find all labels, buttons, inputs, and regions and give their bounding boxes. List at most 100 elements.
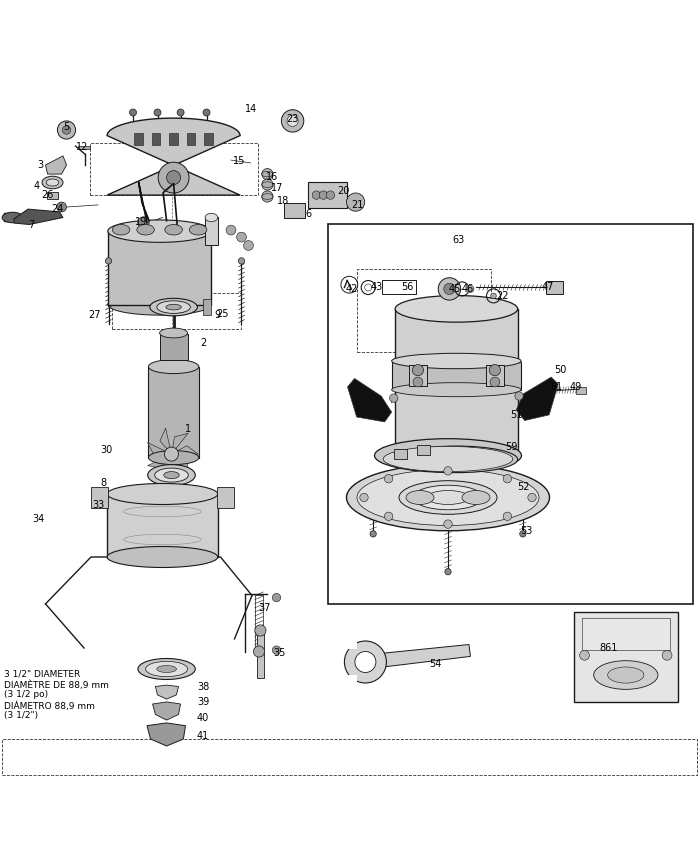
Ellipse shape [238, 257, 245, 264]
Circle shape [158, 162, 189, 193]
Text: 12: 12 [76, 143, 89, 152]
Bar [395, 309, 517, 459]
Text: DIÁMETRO 88,9 mm: DIÁMETRO 88,9 mm [4, 701, 94, 711]
Bar [112, 293, 241, 329]
Bar [205, 217, 218, 245]
Text: 21: 21 [351, 200, 363, 209]
Text: 18: 18 [276, 197, 289, 206]
Polygon shape [46, 156, 66, 174]
Ellipse shape [205, 213, 218, 221]
Ellipse shape [346, 464, 550, 531]
Bar [2, 739, 697, 775]
Polygon shape [172, 445, 198, 454]
Bar [409, 365, 427, 386]
Ellipse shape [357, 469, 539, 526]
Text: 47: 47 [541, 282, 554, 292]
Circle shape [138, 217, 149, 228]
Polygon shape [166, 454, 176, 480]
Text: 5: 5 [64, 121, 69, 132]
Text: 25: 25 [216, 310, 229, 319]
Ellipse shape [160, 328, 188, 338]
Bar [394, 449, 407, 459]
Bar [576, 387, 586, 394]
Bar [257, 632, 264, 678]
Bar [204, 133, 213, 145]
Circle shape [287, 115, 298, 127]
Text: 14: 14 [244, 104, 257, 114]
Text: 52: 52 [517, 482, 530, 492]
Text: 22: 22 [496, 291, 509, 301]
Text: 20: 20 [337, 186, 349, 196]
Ellipse shape [148, 451, 199, 464]
Text: 50: 50 [554, 365, 566, 375]
Text: 26: 26 [41, 190, 54, 200]
Bar [47, 192, 58, 198]
Ellipse shape [374, 439, 522, 472]
Text: 15: 15 [233, 156, 246, 167]
Text: 2: 2 [200, 339, 206, 349]
Ellipse shape [108, 294, 211, 315]
Ellipse shape [608, 667, 644, 683]
Ellipse shape [108, 220, 211, 242]
Circle shape [262, 179, 273, 190]
Ellipse shape [46, 179, 59, 186]
Text: 53: 53 [520, 526, 533, 536]
Text: 4: 4 [34, 181, 39, 191]
Text: 41: 41 [197, 730, 209, 740]
Text: 16: 16 [265, 172, 278, 182]
Text: 56: 56 [401, 282, 414, 292]
Circle shape [438, 278, 461, 300]
Circle shape [344, 641, 386, 683]
Bar [203, 299, 211, 315]
Circle shape [491, 293, 496, 298]
Text: 38: 38 [197, 681, 209, 692]
Ellipse shape [165, 225, 182, 235]
Ellipse shape [395, 296, 518, 322]
Text: 6: 6 [305, 209, 311, 219]
Ellipse shape [157, 301, 190, 314]
Text: 17: 17 [271, 183, 284, 193]
Text: 1: 1 [185, 424, 190, 433]
Polygon shape [160, 428, 172, 454]
Text: (3 1/2"): (3 1/2") [4, 711, 38, 721]
Polygon shape [107, 118, 240, 195]
Bar [417, 445, 430, 455]
Circle shape [57, 121, 76, 139]
Text: 27: 27 [88, 310, 101, 321]
Circle shape [539, 386, 550, 397]
Bar [91, 487, 108, 508]
Ellipse shape [42, 176, 63, 189]
Ellipse shape [150, 298, 197, 315]
Circle shape [262, 191, 273, 202]
Bar [392, 362, 521, 390]
Polygon shape [172, 433, 188, 454]
Ellipse shape [148, 360, 199, 374]
Circle shape [326, 191, 335, 199]
Bar [309, 182, 347, 209]
Ellipse shape [166, 304, 181, 310]
Circle shape [346, 193, 365, 211]
Bar [382, 280, 416, 294]
Circle shape [413, 377, 423, 387]
Bar [152, 133, 160, 145]
Bar [187, 133, 195, 145]
Text: 7: 7 [29, 220, 34, 229]
Text: 33: 33 [92, 499, 104, 510]
Bar [328, 225, 693, 604]
Circle shape [444, 467, 452, 475]
Circle shape [389, 394, 398, 403]
Circle shape [412, 364, 423, 375]
Circle shape [662, 651, 672, 660]
Text: 24: 24 [51, 204, 64, 214]
Circle shape [384, 475, 393, 483]
Text: 8: 8 [101, 479, 106, 488]
Ellipse shape [395, 446, 518, 473]
Circle shape [444, 283, 455, 294]
Text: 45: 45 [449, 284, 461, 294]
Text: (3 1/2 po): (3 1/2 po) [4, 690, 48, 699]
Ellipse shape [392, 353, 522, 369]
Bar [160, 333, 188, 360]
Ellipse shape [155, 468, 188, 482]
Text: 861: 861 [600, 643, 618, 653]
Circle shape [467, 286, 474, 292]
